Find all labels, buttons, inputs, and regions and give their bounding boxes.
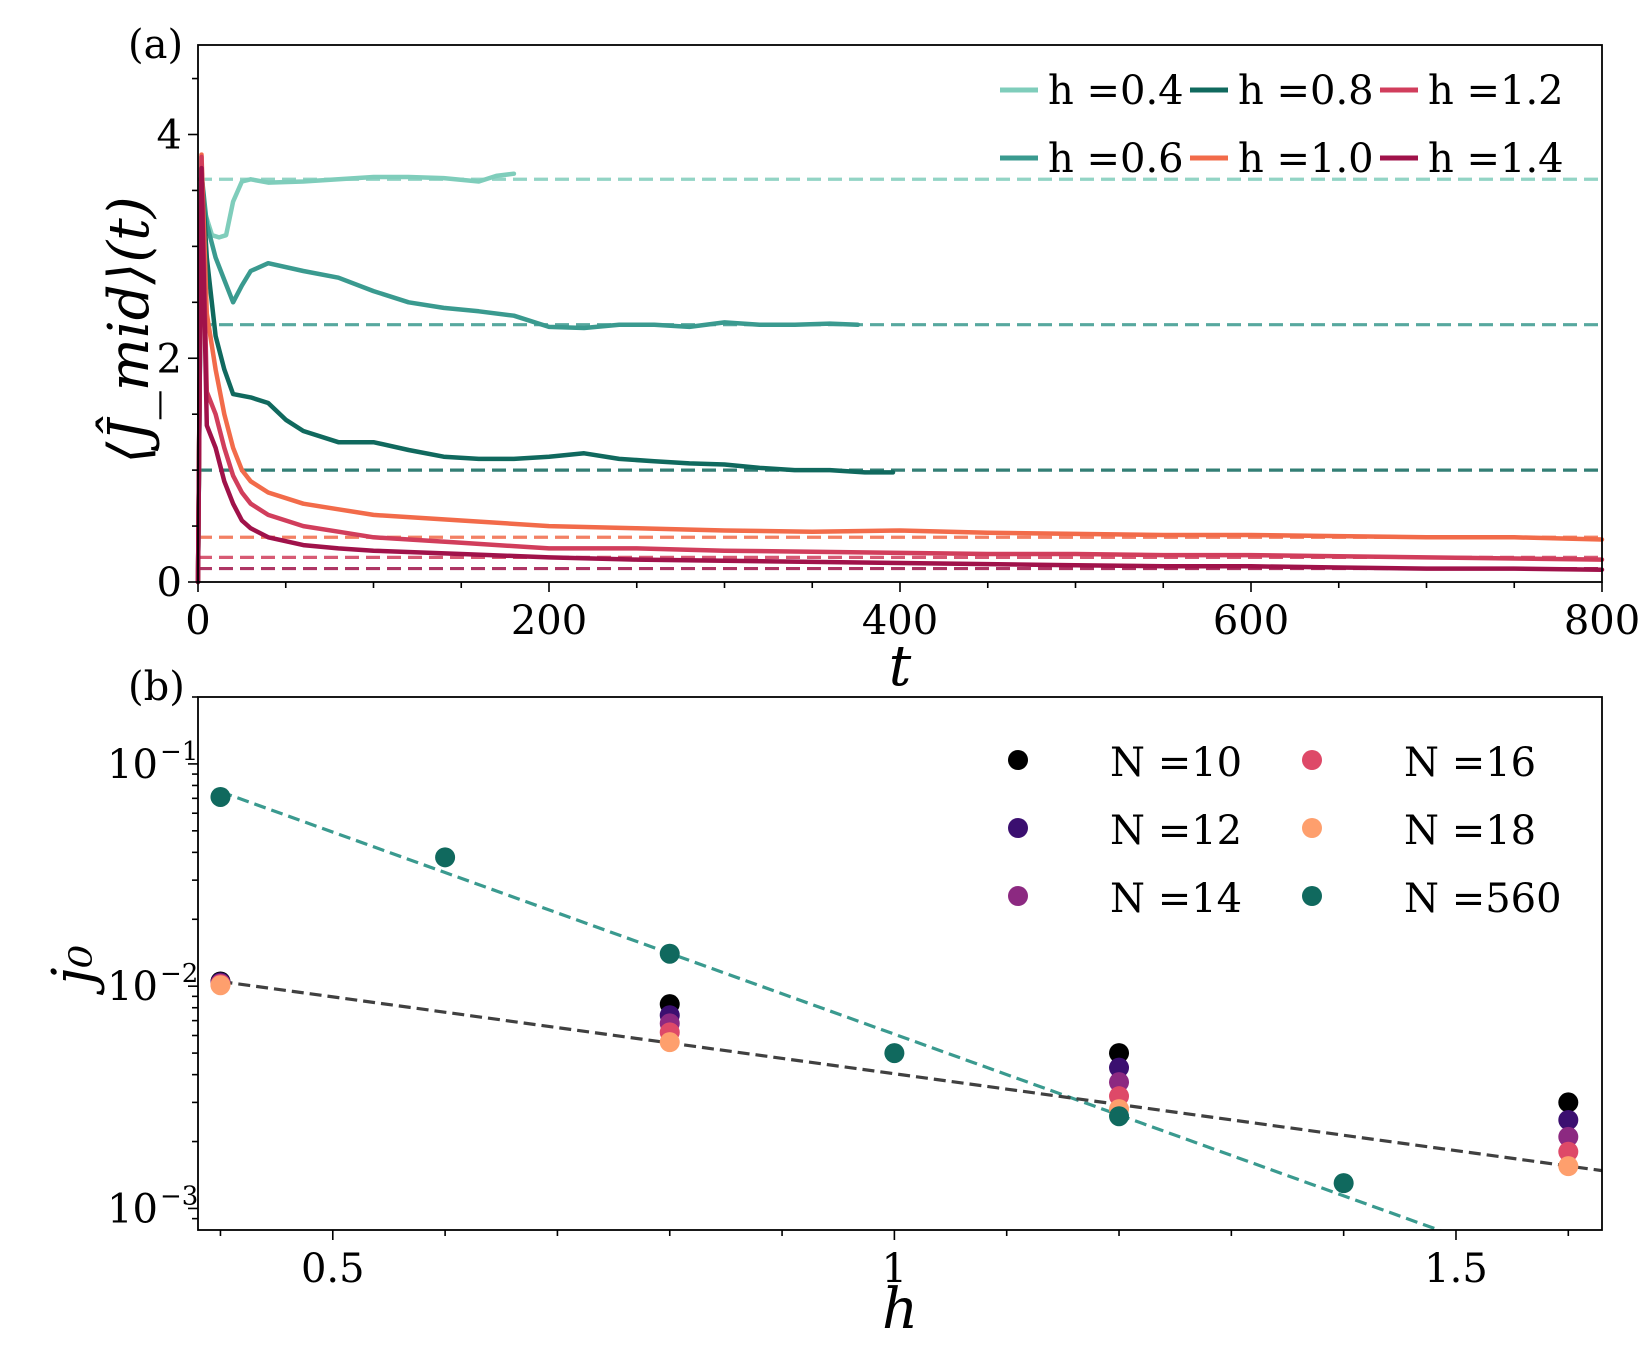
data-point-4 (659, 1032, 680, 1053)
panel-a: (a) 0 200 400 600 800 0 2 4 t ⟨Ĵ_mid⟩(t) h =0.… (95, 22, 1640, 699)
legend-label-0: h =0.4 (1048, 68, 1184, 114)
panel-a-x-axis-label: t (889, 634, 912, 699)
legend-label-1: h =0.6 (1048, 136, 1184, 182)
legend-marker-0 (1008, 750, 1028, 770)
panel-b: (b) 0.5 1 1.5 10−310−210−1 h j₀ N =10N =12… (41, 664, 1603, 1342)
data-point-0 (1109, 1043, 1130, 1064)
y-tick-exponent: −2 (160, 959, 198, 989)
y-tick-label: 10 (107, 1186, 158, 1232)
legend-marker-2 (1008, 886, 1028, 906)
legend-label-3: N =16 (1404, 740, 1536, 786)
x-tick-label: 1 (882, 1246, 907, 1292)
y-tick-exponent: −1 (160, 737, 198, 767)
series-line-5 (195, 165, 1605, 585)
panel-a-y-axis-label: ⟨Ĵ_mid⟩(t) (95, 196, 162, 463)
panel-b-frame (197, 696, 1603, 1231)
x-tick-label: 400 (862, 598, 938, 644)
y-tick-label: 2 (157, 336, 182, 382)
y-tick-label: 0 (157, 560, 182, 606)
series-line-4 (195, 154, 1605, 585)
x-tick-label: 200 (511, 598, 587, 644)
x-tick-label: 1.5 (1424, 1246, 1488, 1292)
panel-b-x-ticks: 0.5 1 1.5 (219, 1230, 1570, 1292)
panel-b-y-axis-label: j₀ (41, 945, 106, 996)
legend-marker-1 (1008, 818, 1028, 838)
x-tick-label: 600 (1213, 598, 1289, 644)
panel-b-label: (b) (128, 664, 185, 710)
data-point-5 (1109, 1106, 1130, 1127)
legend-marker-4 (1302, 818, 1322, 838)
data-point-5 (659, 943, 680, 964)
legend-marker-3 (1302, 750, 1322, 770)
panel-b-y-ticks: 10−310−210−1 (107, 696, 198, 1232)
data-point-5 (1333, 1173, 1354, 1194)
x-tick-label: 800 (1564, 598, 1640, 644)
panel-a-x-ticks: 0 200 400 600 800 (185, 582, 1640, 644)
panel-a-frame (197, 44, 1603, 583)
legend-label-4: h =1.2 (1428, 68, 1564, 114)
x-tick-label: 0.5 (301, 1246, 365, 1292)
y-tick-label: 10 (107, 742, 158, 788)
panel-b-fit-lines (219, 790, 1602, 1230)
data-point-3 (1558, 1141, 1579, 1162)
data-point-0 (1558, 1092, 1579, 1113)
panel-a-series-lines (195, 152, 1605, 585)
y-tick-label: 4 (157, 113, 182, 159)
fit-line-1 (220, 979, 1602, 1173)
data-point-1 (1109, 1057, 1130, 1078)
data-point-4 (1558, 1156, 1579, 1177)
legend-label-1: N =12 (1110, 808, 1242, 854)
data-point-5 (884, 1043, 905, 1064)
series-line-1 (195, 171, 861, 585)
panel-b-x-axis-label: h (882, 1277, 918, 1342)
panel-a-steady-state-lines (198, 177, 1602, 571)
series-line-2 (195, 165, 896, 585)
data-point-2 (1558, 1126, 1579, 1147)
y-tick-label: 10 (107, 964, 158, 1010)
data-point-2 (1109, 1072, 1130, 1093)
panel-a-label: (a) (128, 22, 183, 68)
legend-label-2: h =0.8 (1238, 68, 1374, 114)
data-point-5 (210, 786, 231, 807)
data-point-4 (210, 975, 231, 996)
legend-label-5: h =1.4 (1428, 136, 1564, 182)
legend-marker-5 (1302, 886, 1322, 906)
data-point-1 (1558, 1110, 1579, 1131)
panel-a-y-ticks: 0 2 4 (157, 77, 198, 606)
legend-label-4: N =18 (1404, 808, 1536, 854)
legend-label-2: N =14 (1110, 876, 1242, 922)
x-tick-label: 0 (185, 598, 210, 644)
panel-b-legend: N =10 N =12 N =14 N =16 N =18 N =560 (1008, 740, 1562, 922)
legend-label-3: h =1.0 (1238, 136, 1374, 182)
fit-line-0 (219, 790, 1444, 1230)
legend-label-0: N =10 (1110, 740, 1242, 786)
panel-b-points (210, 786, 1579, 1194)
series-line-3 (195, 152, 1605, 585)
panel-a-legend: h =0.4 h =0.6 h =0.8 h =1.0 h =1.2 h =1.4 (1000, 68, 1564, 182)
data-point-5 (435, 847, 456, 868)
y-tick-exponent: −3 (160, 1181, 198, 1211)
legend-label-5: N =560 (1404, 876, 1562, 922)
